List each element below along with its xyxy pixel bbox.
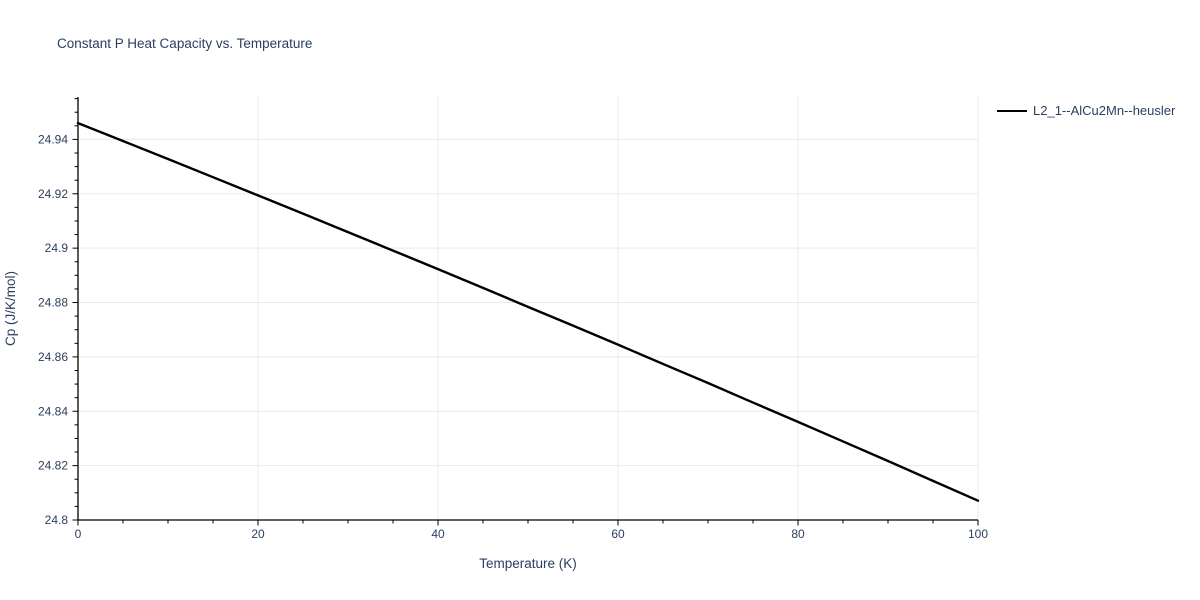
x-tick-label: 0 (75, 527, 82, 541)
x-axis: 0 20 40 60 80 100 (75, 520, 988, 541)
axis-lines (77, 97, 978, 521)
y-tick-label: 24.88 (38, 296, 68, 310)
y-tick-label: 24.94 (38, 132, 68, 146)
chart-title: Constant P Heat Capacity vs. Temperature (57, 36, 313, 51)
x-tick-label: 60 (611, 527, 625, 541)
x-tick-label: 40 (431, 527, 445, 541)
x-tick-label: 100 (968, 527, 988, 541)
y-axis-title: Cp (J/K/mol) (3, 271, 18, 346)
x-tick-label: 80 (791, 527, 805, 541)
legend-line-sample[interactable] (997, 109, 1027, 112)
minor-ticks (74, 98, 934, 524)
y-tick-label: 24.82 (38, 459, 68, 473)
y-tick-label: 24.92 (38, 187, 68, 201)
y-tick-label: 24.8 (45, 513, 69, 527)
legend: L2_1--AlCu2Mn--heusler (997, 103, 1175, 118)
x-tick-label: 20 (251, 527, 265, 541)
legend-item-label[interactable]: L2_1--AlCu2Mn--heusler (1033, 103, 1176, 118)
y-tick-label: 24.84 (38, 404, 68, 418)
gridlines (77, 97, 979, 521)
data-line-series-0 (76, 121, 980, 502)
y-tick-label: 24.9 (45, 241, 69, 255)
y-tick-label: 24.86 (38, 350, 68, 364)
x-axis-title: Temperature (K) (479, 556, 577, 571)
y-axis: 24.8 24.82 24.84 24.86 24.88 24.9 24.92 24.94 (38, 132, 78, 527)
